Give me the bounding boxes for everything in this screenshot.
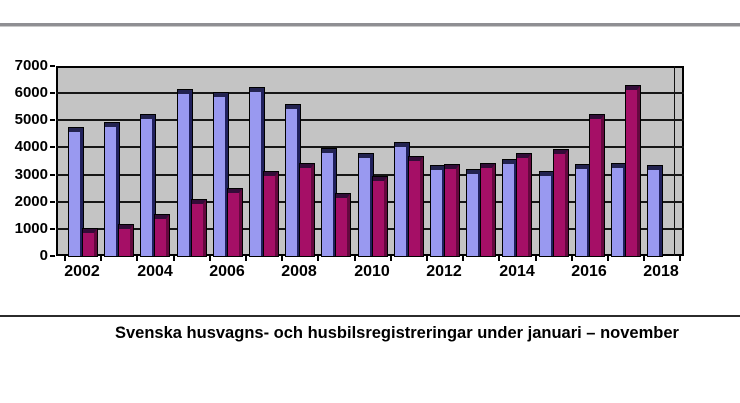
x-tick: [245, 256, 247, 261]
x-tick: [498, 256, 500, 261]
x-tick: [209, 256, 211, 261]
bar-husvagnar-2008: [285, 104, 301, 257]
y-tick: [50, 92, 55, 95]
plot-side-wall: [674, 66, 675, 256]
bar-husbilar-2008: [299, 163, 315, 257]
bottom-divider-line: [0, 315, 740, 317]
x-axis-label: 2012: [426, 263, 462, 280]
y-axis-label: 3000: [14, 165, 48, 183]
x-tick: [535, 256, 537, 261]
y-axis-label: 4000: [14, 138, 48, 156]
bar-husvagnar-2009: [321, 148, 337, 257]
bar-husvagnar-2010: [358, 153, 374, 257]
bar-husvagnar-2006: [213, 92, 229, 257]
x-axis-label: 2004: [137, 263, 173, 280]
x-tick: [317, 256, 319, 261]
x-tick: [426, 256, 428, 261]
bar-husbilar-2015: [553, 149, 569, 257]
bar-husvagnar-2018: [647, 165, 663, 257]
bar-husbilar-2003: [118, 224, 134, 257]
bar-husbilar-2005: [191, 199, 207, 257]
bar-husvagnar-2016: [575, 164, 591, 257]
bar-husvagnar-2017: [611, 163, 627, 257]
chart-caption: Svenska husvagns- och husbilsregistrerin…: [115, 324, 679, 342]
top-divider-line: [0, 23, 740, 27]
x-tick: [281, 256, 283, 261]
y-tick: [50, 146, 55, 149]
bar-husbilar-2017: [625, 85, 641, 257]
bar-husbilar-2002: [82, 228, 98, 257]
bar-husbilar-2012: [444, 164, 460, 257]
bar-husbilar-2007: [263, 171, 279, 257]
bar-husvagnar-2007: [249, 87, 265, 257]
x-axis-label: 2010: [354, 263, 390, 280]
bar-husbilar-2013: [480, 163, 496, 257]
bar-husvagnar-2011: [394, 142, 410, 257]
x-tick: [173, 256, 175, 261]
y-axis-label: 7000: [14, 57, 48, 74]
y-axis-label: 6000: [14, 84, 48, 102]
y-tick: [50, 119, 55, 122]
x-tick: [607, 256, 609, 261]
y-axis-label: 0: [39, 247, 48, 264]
x-axis-label: 2018: [643, 263, 679, 280]
x-axis-label: 2006: [209, 263, 245, 280]
x-tick: [571, 256, 573, 261]
bar-husvagnar-2014: [502, 159, 518, 257]
x-tick: [136, 256, 138, 261]
x-tick: [462, 256, 464, 261]
bar-husvagnar-2003: [104, 122, 120, 257]
gridline-4000: [56, 146, 684, 149]
bar-husvagnar-2013: [466, 169, 482, 257]
bar-husvagnar-2015: [539, 171, 555, 257]
x-tick: [390, 256, 392, 261]
x-tick: [354, 256, 356, 261]
bar-husbilar-2004: [154, 214, 170, 257]
y-axis-label: 2000: [14, 192, 48, 210]
bar-husbilar-2009: [335, 193, 351, 257]
x-tick: [100, 256, 102, 261]
bar-husbilar-2014: [516, 153, 532, 257]
gridline-5000: [56, 119, 684, 122]
x-axis-label: 2008: [281, 263, 317, 280]
bar-husbilar-2011: [408, 156, 424, 257]
gridline-6000: [56, 92, 684, 95]
y-tick: [50, 65, 55, 67]
bar-husvagnar-2012: [430, 165, 446, 257]
y-axis-label: 5000: [14, 111, 48, 129]
bar-husbilar-2006: [227, 188, 243, 257]
bar-husvagnar-2004: [140, 114, 156, 257]
x-axis-label: 2016: [571, 263, 607, 280]
y-axis-label: 1000: [14, 219, 48, 237]
y-tick: [50, 173, 55, 176]
y-tick: [50, 200, 55, 203]
x-tick: [64, 256, 66, 261]
bar-husvagnar-2005: [177, 89, 193, 257]
x-tick: [643, 256, 645, 261]
x-axis-label: 2002: [64, 263, 100, 280]
y-tick: [50, 255, 55, 257]
y-tick: [50, 227, 55, 230]
x-axis-label: 2014: [499, 263, 535, 280]
bar-husbilar-2010: [372, 176, 388, 257]
bar-husvagnar-2002: [68, 127, 84, 257]
x-tick: [679, 256, 681, 261]
bar-husbilar-2016: [589, 114, 605, 257]
